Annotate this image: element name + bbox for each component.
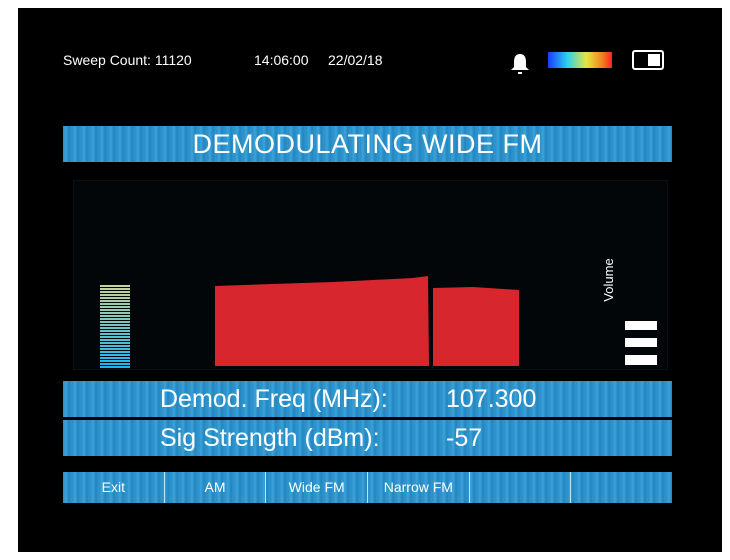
meter-segment [100, 339, 130, 341]
softkey[interactable]: Exit [63, 472, 165, 503]
meter-segment [100, 315, 130, 317]
meter-segment [100, 336, 130, 338]
meter-segment [100, 348, 130, 350]
bell-icon [511, 54, 529, 74]
volume-bar [625, 338, 657, 347]
meter-segment [100, 297, 130, 299]
meter-segment [100, 294, 130, 296]
meter-segment [100, 309, 130, 311]
freq-readout: Demod. Freq (MHz): 107.300 [63, 381, 672, 417]
sweep-count: Sweep Count: 11120 [63, 52, 192, 68]
device-screen: Sweep Count: 11120 14:06:00 22/02/18 DEM… [18, 8, 722, 552]
time: 14:06:00 [254, 52, 309, 68]
readout-label: Sig Strength (dBm): [160, 424, 380, 452]
spectrum-block [433, 287, 519, 366]
meter-segment [100, 354, 130, 356]
softkey[interactable]: Wide FM [266, 472, 369, 503]
meter-segment [100, 288, 130, 290]
meter-segment [100, 327, 130, 329]
meter-segment [100, 291, 130, 293]
mode-banner: DEMODULATING WIDE FM [63, 126, 672, 162]
meter-segment [100, 321, 130, 323]
readout-value: -57 [446, 424, 483, 452]
meter-segment [100, 360, 130, 362]
softkey[interactable] [470, 472, 572, 503]
meter-segment [100, 357, 130, 359]
meter-segment [100, 351, 130, 353]
meter-segment [100, 300, 130, 302]
meter-segment [100, 285, 130, 287]
meter-segment [100, 312, 130, 314]
meter-segment [100, 342, 130, 344]
meter-segment [100, 345, 130, 347]
meter-segment [100, 363, 130, 365]
volume-label: Volume [601, 258, 616, 301]
strength-readout: Sig Strength (dBm): -57 [63, 420, 672, 456]
spectrum-block [215, 276, 429, 366]
meter-segment [100, 306, 130, 308]
readout-value: 107.300 [446, 385, 537, 413]
softkey[interactable] [571, 472, 672, 503]
readout-label: Demod. Freq (MHz): [160, 385, 388, 413]
softkey-bar: Exit AM Wide FM Narrow FM [63, 472, 672, 503]
volume-bar [625, 355, 657, 365]
softkey[interactable]: AM [165, 472, 267, 503]
meter-segment [100, 318, 130, 320]
spectrum-display: Volume [73, 180, 668, 370]
date: 22/02/18 [328, 52, 383, 68]
signal-meter [100, 285, 130, 368]
colormap-icon [548, 52, 612, 68]
meter-segment [100, 330, 130, 332]
volume-bars [625, 321, 657, 365]
meter-segment [100, 324, 130, 326]
battery-level [648, 54, 660, 66]
meter-segment [100, 303, 130, 305]
status-icons [511, 50, 664, 74]
meter-segment [100, 366, 130, 368]
meter-segment [100, 333, 130, 335]
softkey[interactable]: Narrow FM [368, 472, 470, 503]
volume-bar [625, 321, 657, 330]
battery-icon [632, 50, 664, 70]
